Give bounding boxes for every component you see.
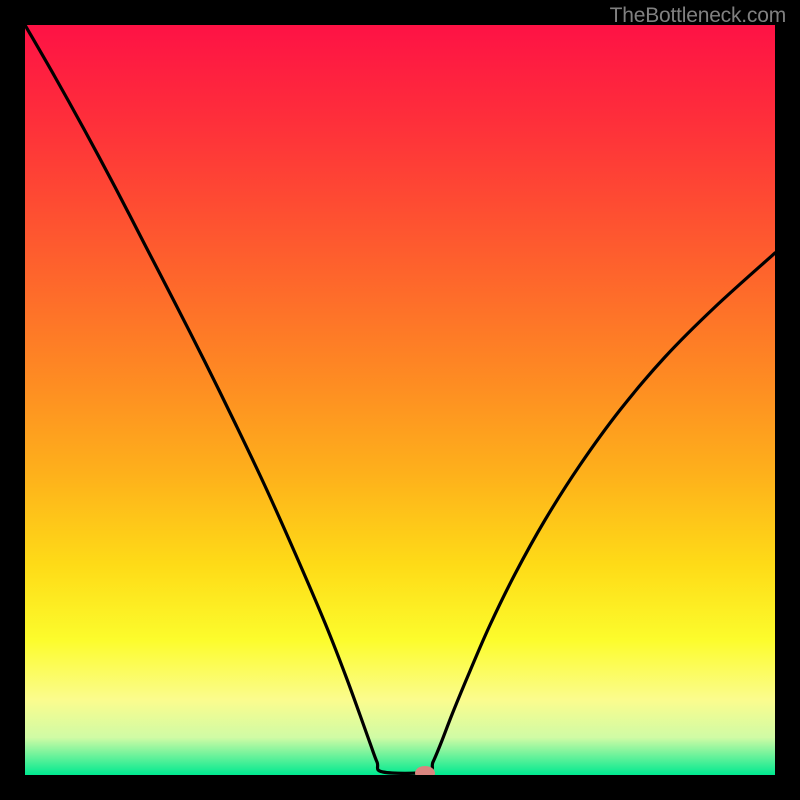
chart-plot-area	[25, 25, 775, 775]
watermark-text: TheBottleneck.com	[610, 4, 786, 28]
bottleneck-curve	[25, 25, 775, 775]
optimal-point-marker	[415, 766, 435, 775]
